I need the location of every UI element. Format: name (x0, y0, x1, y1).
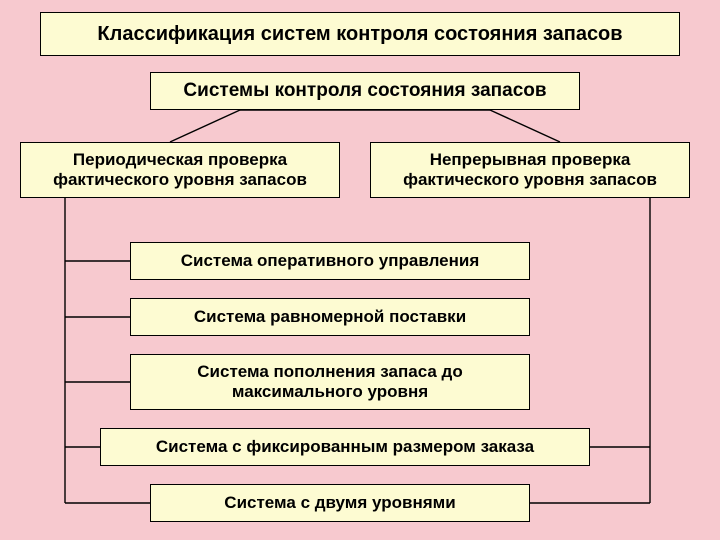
item-text-4: Система с двумя уровнями (224, 493, 455, 513)
item-box-1: Система равномерной поставки (130, 298, 530, 336)
branch-right-text: Непрерывная проверка фактического уровня… (381, 150, 679, 191)
branch-left-text: Периодическая проверка фактического уров… (31, 150, 329, 191)
item-box-3: Система с фиксированным размером заказа (100, 428, 590, 466)
item-text-0: Система оперативного управления (181, 251, 480, 271)
item-text-2: Система пополнения запаса до максимально… (141, 362, 519, 403)
item-box-4: Система с двумя уровнями (150, 484, 530, 522)
diagram-canvas: Классификация систем контроля состояния … (0, 0, 720, 540)
root-text: Системы контроля состояния запасов (183, 80, 546, 103)
item-text-3: Система с фиксированным размером заказа (156, 437, 534, 457)
branch-left-box: Периодическая проверка фактического уров… (20, 142, 340, 198)
branch-right-box: Непрерывная проверка фактического уровня… (370, 142, 690, 198)
item-box-2: Система пополнения запаса до максимально… (130, 354, 530, 410)
root-box: Системы контроля состояния запасов (150, 72, 580, 110)
title-text: Классификация систем контроля состояния … (97, 22, 622, 46)
item-text-1: Система равномерной поставки (194, 307, 466, 327)
item-box-0: Система оперативного управления (130, 242, 530, 280)
title-box: Классификация систем контроля состояния … (40, 12, 680, 56)
